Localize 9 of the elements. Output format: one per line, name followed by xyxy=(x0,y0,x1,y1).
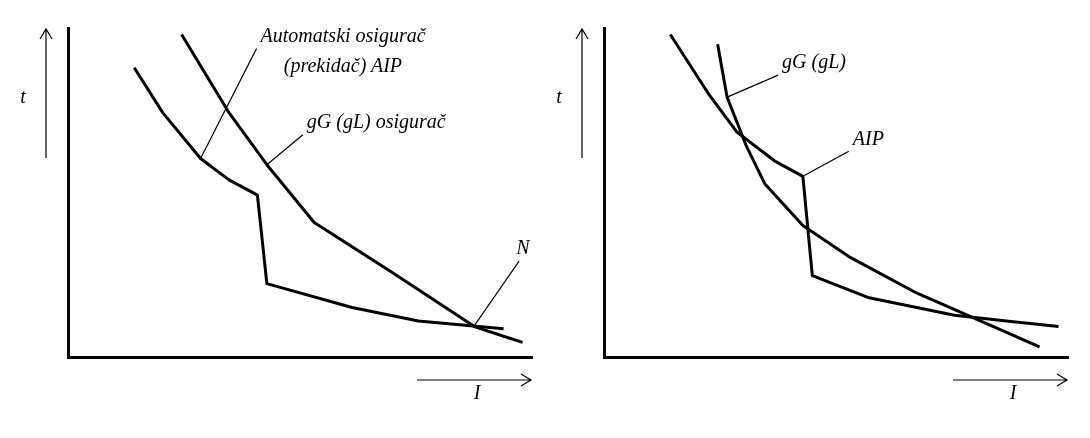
text: Automatski osigurač (prekidač) AIP xyxy=(258,23,427,77)
y-axis-title: t xyxy=(556,85,563,108)
x-axis-title: I xyxy=(472,380,482,403)
x-axis-title: I xyxy=(1008,380,1018,403)
text: gG (gL) osigurač xyxy=(306,109,447,133)
text: gG (gL) xyxy=(782,50,847,74)
y-axis-title: t xyxy=(20,85,27,108)
annotation: N xyxy=(515,236,532,259)
text: AIP xyxy=(850,126,884,149)
